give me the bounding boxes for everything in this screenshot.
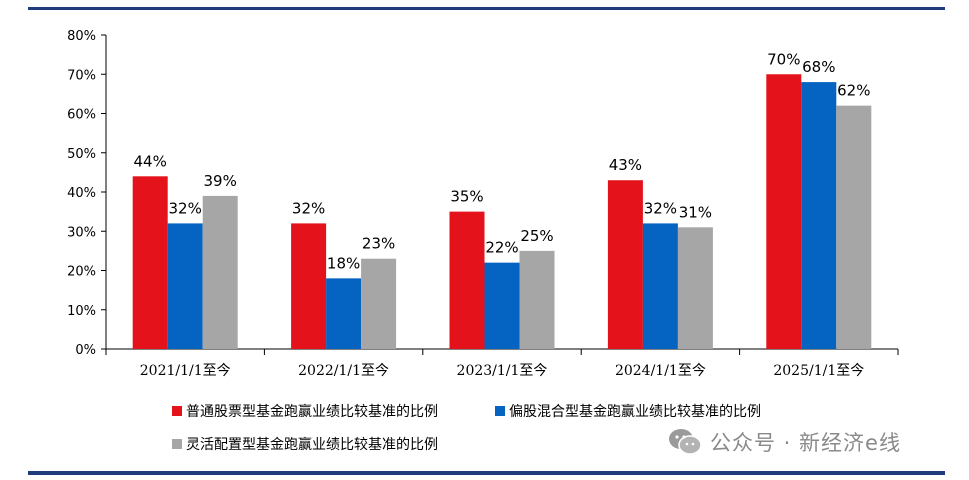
legend-swatch [172, 439, 182, 449]
data-label: 32% [644, 199, 677, 217]
data-label: 39% [204, 172, 237, 190]
data-label: 32% [169, 199, 202, 217]
bar [361, 258, 397, 349]
bar [836, 105, 872, 350]
chart-axes: 0% 10% 20% 30% 40% 50% 60% 70% 80% 2021/1/1至今 2022… [67, 29, 899, 379]
bar [642, 223, 678, 349]
y-tick-label: 20% [67, 265, 96, 280]
data-label: 32% [292, 199, 325, 217]
y-tick-label: 70% [67, 68, 96, 83]
bar [167, 223, 203, 349]
bar [519, 250, 555, 349]
y-tick-label: 40% [67, 186, 96, 201]
watermark-text: 公众号 · 新经济e线 [710, 431, 901, 455]
legend-label: 灵活配置型基金跑赢业绩比较基准的比例 [186, 436, 438, 453]
data-label: 35% [450, 188, 483, 206]
data-label: 68% [802, 58, 835, 76]
bar [202, 195, 238, 349]
data-label: 25% [520, 227, 553, 245]
bar [801, 82, 837, 349]
x-tick-label: 2025/1/1至今 [773, 363, 864, 379]
y-tick-label: 0% [75, 343, 96, 358]
y-tick-label: 30% [67, 225, 96, 240]
bar [607, 180, 643, 349]
bottom-rule [28, 471, 945, 475]
chart-bars [132, 74, 872, 350]
data-label: 31% [679, 203, 712, 221]
data-label: 62% [837, 82, 870, 100]
top-rule [28, 7, 945, 10]
legend-swatch [495, 406, 505, 416]
x-tick-label: 2021/1/1至今 [140, 363, 231, 379]
data-label: 18% [327, 254, 360, 272]
chart-legend: 普通股票型基金跑赢业绩比较基准的比例 偏股混合型基金跑赢业绩比较基准的比例灵活配置… [172, 403, 761, 453]
wechat-icon [669, 429, 702, 455]
legend-label: 普通股票型基金跑赢业绩比较基准的比例 [186, 403, 438, 420]
x-tick-label: 2024/1/1至今 [615, 363, 706, 379]
bar [677, 227, 713, 349]
data-label: 43% [609, 156, 642, 174]
y-tick-label: 80% [67, 29, 96, 44]
watermark: 公众号 · 新经济e线 [668, 424, 901, 460]
bar [766, 74, 802, 349]
bar [449, 211, 485, 349]
legend-swatch [172, 406, 182, 416]
x-tick-label: 2022/1/1至今 [298, 363, 389, 379]
chart-data-labels: 44% 32% 35% 43% 70% 32% 18% 22% 32% 68% 39% 23% 25% 3… [134, 50, 871, 272]
y-tick-label: 10% [67, 304, 96, 319]
data-label: 44% [134, 152, 167, 170]
legend-label: 偏股混合型基金跑赢业绩比较基准的比例 [509, 403, 761, 420]
y-tick-label: 50% [67, 147, 96, 162]
y-tick-label: 60% [67, 108, 96, 123]
data-label: 23% [362, 235, 395, 253]
data-label: 70% [767, 50, 800, 68]
data-label: 22% [485, 239, 518, 257]
bar [326, 278, 362, 349]
x-tick-label: 2023/1/1至今 [457, 363, 548, 379]
bar [132, 176, 168, 349]
bar [484, 262, 520, 349]
bar [291, 223, 327, 349]
